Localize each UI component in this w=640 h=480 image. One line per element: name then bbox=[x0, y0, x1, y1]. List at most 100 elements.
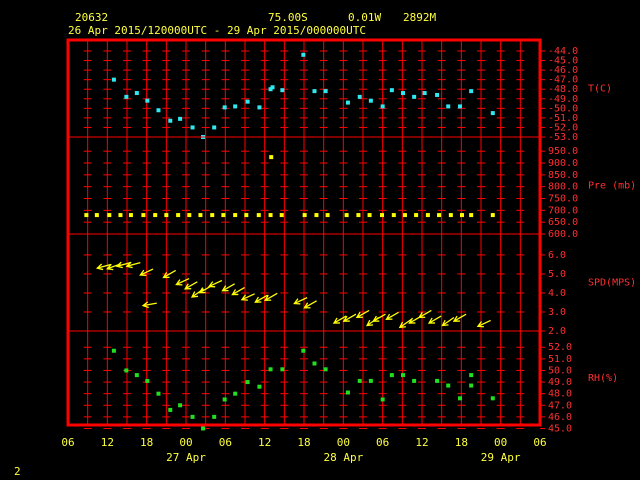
wind-arrow bbox=[303, 300, 317, 309]
data-point bbox=[198, 213, 203, 218]
y-tick-label: 3.0 bbox=[548, 307, 566, 318]
wind-arrow bbox=[452, 313, 467, 322]
data-point bbox=[221, 213, 226, 218]
y-tick-label: 700.0 bbox=[548, 205, 578, 216]
data-point bbox=[279, 213, 284, 218]
wind-arrow bbox=[162, 269, 176, 279]
y-tick-label: 5.0 bbox=[548, 269, 566, 280]
wind-arrow bbox=[95, 263, 111, 271]
wind-arrow bbox=[141, 301, 157, 309]
data-point bbox=[446, 104, 451, 109]
x-tick-label: 12 bbox=[101, 436, 114, 449]
data-point bbox=[412, 378, 417, 383]
data-point bbox=[168, 118, 173, 123]
data-point bbox=[400, 91, 405, 96]
wind-arrow bbox=[418, 309, 432, 319]
wind-arrow bbox=[385, 311, 399, 320]
y-tick-label: -53.0 bbox=[548, 132, 578, 143]
data-point bbox=[400, 373, 405, 378]
y-tick-label: -45.0 bbox=[548, 56, 578, 67]
data-point bbox=[187, 213, 192, 218]
data-point bbox=[233, 391, 238, 396]
x-date-label: 27 Apr bbox=[166, 451, 206, 464]
wind-arrow bbox=[398, 318, 412, 329]
data-point bbox=[380, 213, 385, 218]
y-tick-label: -50.0 bbox=[548, 103, 578, 114]
data-point bbox=[389, 88, 394, 93]
data-point bbox=[94, 213, 99, 218]
y-tick-label: 750.0 bbox=[548, 194, 578, 205]
y-tick-label: 4.0 bbox=[548, 288, 566, 299]
data-point bbox=[458, 104, 463, 109]
data-point bbox=[425, 213, 430, 218]
data-point bbox=[145, 98, 150, 103]
y-axis-label: Pre (mb) bbox=[588, 181, 636, 192]
data-point bbox=[314, 213, 319, 218]
data-point bbox=[164, 213, 169, 218]
wind-arrow bbox=[115, 261, 131, 269]
x-tick-label: 06 bbox=[219, 436, 232, 449]
y-tick-label: 52.0 bbox=[548, 342, 572, 353]
y-tick-label: -51.0 bbox=[548, 113, 578, 124]
wind-arrow bbox=[441, 316, 455, 327]
wind-arrow bbox=[240, 293, 255, 301]
wind-arrow bbox=[355, 309, 370, 319]
y-tick-label: -49.0 bbox=[548, 94, 578, 105]
y-tick-label: -44.0 bbox=[548, 46, 578, 57]
y-tick-label: 51.0 bbox=[548, 354, 572, 365]
data-point bbox=[469, 373, 474, 378]
data-point bbox=[490, 396, 495, 401]
x-tick-label: 06 bbox=[376, 436, 389, 449]
data-point bbox=[302, 213, 307, 218]
wind-arrow bbox=[332, 315, 347, 324]
x-tick-label: 18 bbox=[297, 436, 310, 449]
data-point bbox=[190, 125, 195, 130]
data-point bbox=[458, 396, 463, 401]
data-point bbox=[357, 378, 362, 383]
x-tick-label: 06 bbox=[533, 436, 546, 449]
data-point bbox=[118, 213, 123, 218]
data-point bbox=[244, 213, 249, 218]
y-tick-label: 49.0 bbox=[548, 377, 572, 388]
data-point bbox=[134, 91, 139, 96]
wind-arrow bbox=[263, 292, 278, 301]
y-tick-label: 47.0 bbox=[548, 400, 572, 411]
x-tick-label: 18 bbox=[455, 436, 468, 449]
wind-arrow bbox=[342, 313, 357, 322]
wind-arrow bbox=[427, 315, 442, 324]
data-point bbox=[257, 105, 262, 110]
data-point bbox=[84, 213, 89, 218]
wind-arrow bbox=[476, 319, 491, 328]
data-point bbox=[201, 426, 206, 431]
data-point bbox=[257, 384, 262, 389]
data-point bbox=[176, 213, 181, 218]
data-point bbox=[469, 89, 474, 94]
wind-arrow bbox=[221, 283, 235, 292]
y-tick-label: 850.0 bbox=[548, 170, 578, 181]
wind-arrow bbox=[184, 281, 198, 290]
data-point bbox=[435, 378, 440, 383]
elevation: 2892M bbox=[403, 11, 436, 24]
data-point bbox=[412, 94, 417, 99]
y-tick-label: 800.0 bbox=[548, 182, 578, 193]
frame bbox=[66, 38, 542, 427]
data-point bbox=[301, 348, 306, 353]
y-tick-label: 48.0 bbox=[548, 389, 572, 400]
data-point bbox=[301, 52, 306, 57]
data-point bbox=[233, 213, 238, 218]
wind-arrow bbox=[207, 279, 223, 288]
x-tick-label: 06 bbox=[61, 436, 74, 449]
data-point bbox=[212, 414, 217, 419]
data-point bbox=[111, 348, 116, 353]
data-point bbox=[124, 94, 129, 99]
y-tick-label: 46.0 bbox=[548, 412, 572, 423]
data-point bbox=[233, 104, 238, 109]
y-tick-label: 45.0 bbox=[548, 423, 572, 434]
x-tick-label: 12 bbox=[258, 436, 271, 449]
y-axis-label: SPD(MPS) bbox=[588, 278, 636, 289]
data-point bbox=[222, 105, 227, 110]
data-point bbox=[128, 213, 133, 218]
data-point bbox=[178, 403, 183, 408]
wind-arrow bbox=[125, 261, 141, 269]
y-tick-label: -46.0 bbox=[548, 65, 578, 76]
